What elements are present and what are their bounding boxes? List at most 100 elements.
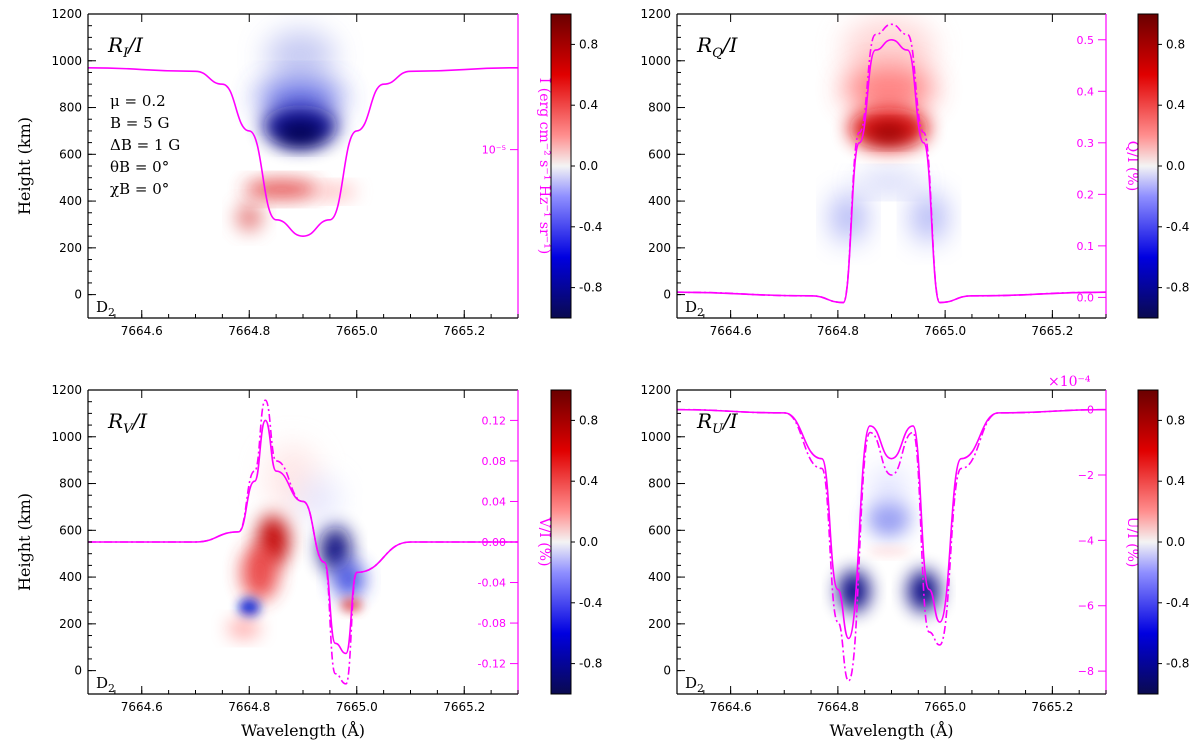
x-tick-label: 7665.0 (924, 700, 966, 714)
y-tick-label: 400 (59, 194, 82, 208)
heatmap-RU (837, 469, 940, 613)
profile-solid-line (88, 66, 518, 237)
x-tick-label: 7664.8 (817, 700, 859, 714)
x-tick-label: 7665.2 (1031, 324, 1073, 338)
y-tick-label: 1000 (51, 430, 82, 444)
param-line: χB = 0° (110, 180, 169, 198)
right-tick-label: 0.04 (482, 495, 507, 508)
heatmap-blob (867, 499, 911, 538)
plot-area (677, 390, 1106, 694)
heatmap-blob (867, 123, 911, 143)
heatmap-blob (313, 184, 357, 199)
colorbar-gradient (550, 389, 572, 695)
line-label: D2 (96, 298, 115, 319)
x-tick-label: 7665.0 (336, 324, 378, 338)
x-tick-label: 7664.8 (228, 324, 270, 338)
colorbar-tick-label: -0.4 (579, 596, 602, 610)
heatmap-blob (872, 469, 905, 507)
y-tick-label: 0 (74, 664, 82, 678)
right-tick-label: 0.4 (1077, 85, 1095, 98)
x-tick-label: 7664.6 (121, 324, 163, 338)
right-scale-label: ×10⁻⁴ (1048, 374, 1091, 390)
colorbar-tick-label: 0.4 (579, 474, 598, 488)
heatmap-blob (243, 180, 320, 199)
colorbar-gradient (1137, 13, 1159, 319)
profile-solid-line (88, 419, 518, 655)
x-axis-label: Wavelength (Å) (829, 720, 953, 740)
profile-solid-line (677, 38, 1106, 304)
param-line: B = 5 G (110, 114, 169, 132)
y-tick-label: 1000 (51, 54, 82, 68)
title-sub: V (123, 422, 134, 437)
colorbar-tick-label: 0.8 (1166, 37, 1185, 51)
x-tick-label: 7664.6 (710, 700, 752, 714)
right-tick-label: 0.2 (1077, 188, 1095, 201)
panel-title: RU/I (696, 409, 739, 437)
y-tick-label: 0 (663, 664, 671, 678)
colorbar-RU: 0.8 0.4 0.0 -0.4 -0.8 (1137, 389, 1189, 695)
x-tick-label: 7665.2 (1031, 700, 1073, 714)
panel-RV: 7664.6 7664.8 7665.0 7665.2 0 200 400 600 800 100… (15, 383, 602, 740)
y-tick-label: 1200 (51, 383, 82, 397)
line-label-main: D (685, 298, 697, 316)
profiles-RU (677, 408, 1106, 682)
heatmap-blob (907, 570, 940, 613)
title-suffix: /I (721, 409, 739, 433)
right-axis-label: Q/I (%) (1124, 141, 1140, 191)
colorbar-RQ: 0.8 0.4 0.0 -0.4 -0.8 (1137, 13, 1189, 319)
colorbar-tick-label: 0.0 (1166, 535, 1185, 549)
title-main: R (696, 33, 712, 57)
y-tick-label: 800 (648, 101, 671, 115)
colorbar-tick-label: 0.8 (579, 37, 598, 51)
profile-solid-line (677, 408, 1106, 640)
line-label-main: D (96, 298, 108, 316)
y-tick-label: 1200 (640, 7, 671, 21)
y-tick-label: 400 (59, 570, 82, 584)
y-tick-label: 400 (648, 570, 671, 584)
colorbar-tick-label: 0.0 (579, 159, 598, 173)
x-axis-label: Wavelength (Å) (241, 720, 365, 740)
line-label-sub: 2 (697, 306, 704, 319)
line-label: D2 (685, 298, 704, 319)
right-tick-label: 0.00 (482, 536, 507, 549)
right-tick-label: -0.04 (478, 577, 506, 590)
heatmap-blob (843, 65, 935, 113)
right-axis-label: I (erg cm⁻² s⁻¹ Hz⁻¹ sr⁻¹) (536, 78, 552, 254)
heatmap-blob (332, 560, 365, 599)
colorbar-gradient (1137, 389, 1159, 695)
colorbar-tick-label: 0.4 (1166, 474, 1185, 488)
heatmap-blob (297, 476, 341, 524)
line-label-sub: 2 (108, 682, 115, 695)
colorbar-tick-label: -0.8 (1166, 657, 1189, 671)
right-tick-label: 0.12 (482, 414, 507, 427)
colorbar-tick-label: -0.4 (579, 220, 602, 234)
panel-RU: 7664.6 7664.8 7665.0 7665.2 0 200 400 600 800 100… (640, 374, 1189, 740)
right-tick-label: −2 (1078, 469, 1094, 482)
title-sub: I (122, 46, 129, 61)
heatmap-blob (912, 194, 946, 241)
y-tick-label: 1200 (640, 383, 671, 397)
line-label-sub: 2 (108, 306, 115, 319)
panel-title: RQ/I (696, 33, 738, 61)
y-tick-label: 0 (663, 288, 671, 302)
title-main: R (696, 409, 712, 433)
line-label: D2 (96, 674, 115, 695)
right-tick-label: 0.08 (482, 455, 507, 468)
y-tick-label: 400 (648, 194, 671, 208)
heatmap-blob (867, 546, 911, 557)
right-tick-label: −6 (1078, 600, 1094, 613)
panel-title: RI/I (107, 33, 144, 61)
line-label: D2 (685, 674, 704, 695)
heatmap-blob (856, 173, 921, 192)
right-tick-label: −4 (1078, 534, 1094, 547)
title-main: R (107, 409, 123, 433)
right-tick-label: -0.08 (478, 617, 506, 630)
y-tick-label: 600 (59, 523, 82, 537)
x-tick-label: 7665.2 (443, 324, 485, 338)
x-tick-label: 7665.2 (443, 700, 485, 714)
panel-RQ: 7664.6 7664.8 7665.0 7665.2 0 200 400 600 800 100… (640, 7, 1189, 338)
right-tick-label: 0.1 (1077, 240, 1095, 253)
profiles-RV (88, 399, 518, 685)
title-suffix: /I (130, 409, 148, 433)
panel-title: RV/I (107, 409, 148, 437)
